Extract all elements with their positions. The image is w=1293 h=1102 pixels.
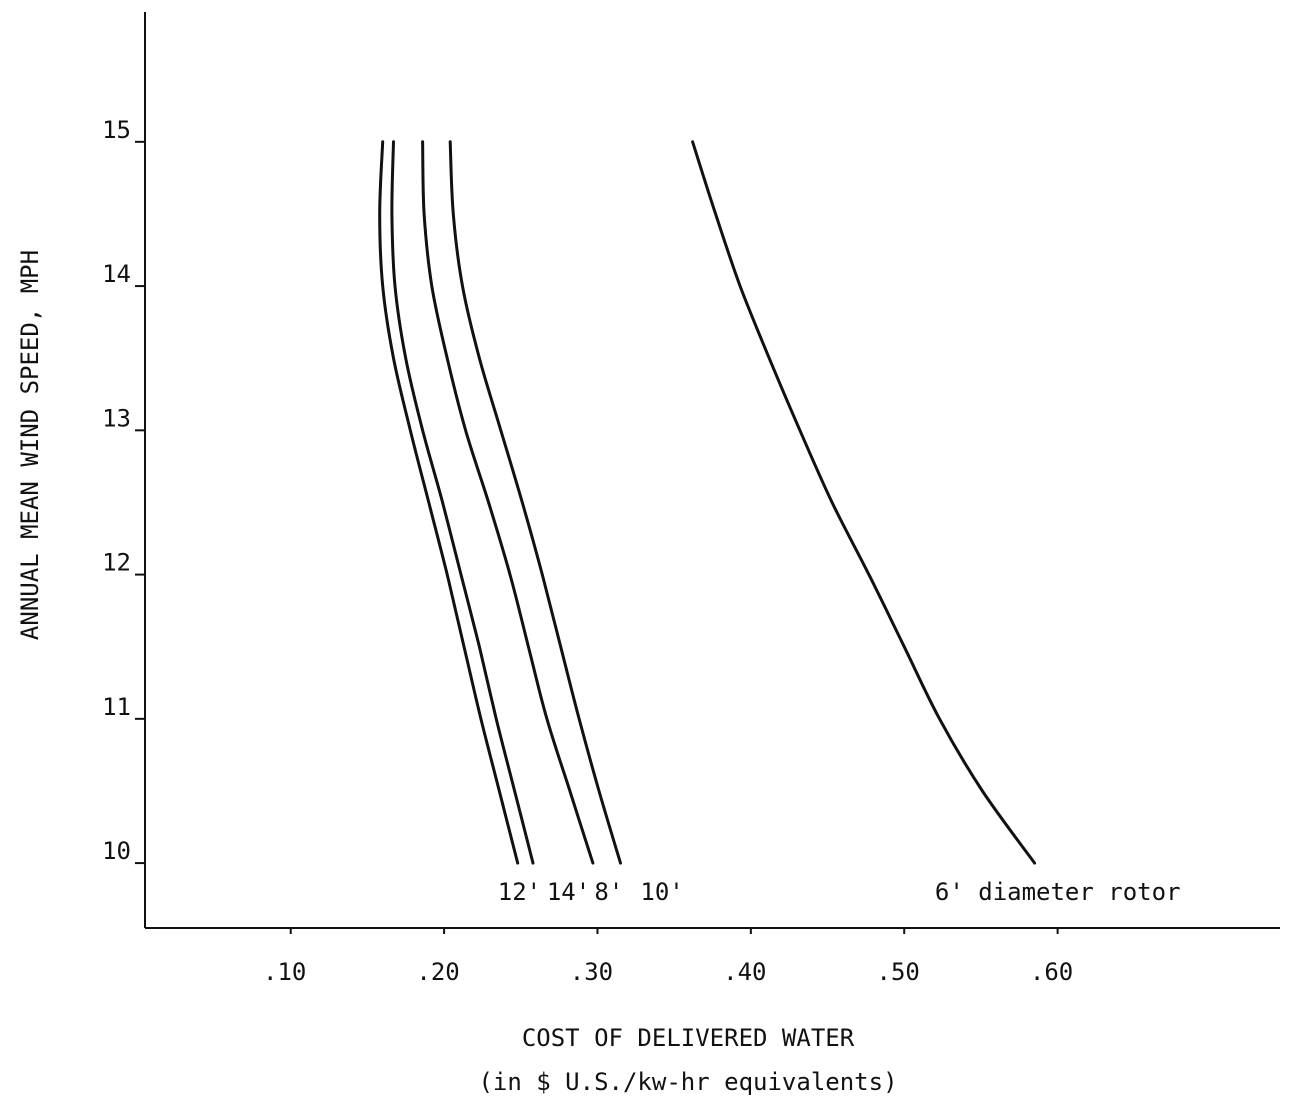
y-tick-label: 12 (102, 549, 131, 577)
x-axis-label: COST OF DELIVERED WATER (522, 1024, 855, 1052)
y-tick-label: 15 (102, 116, 131, 144)
ticks: .10 .20 .30 .40 .50 .60 10 11 12 13 14 15 (102, 116, 1073, 986)
y-tick-label: 10 (102, 837, 131, 865)
x-tick-label: .50 (877, 958, 920, 986)
y-tick-label: 13 (102, 404, 131, 432)
curves (378, 140, 1037, 865)
x-tick-label: .10 (263, 958, 306, 986)
x-tick-label: .30 (570, 958, 613, 986)
series-line-1 (390, 140, 535, 865)
axes (144, 12, 1280, 929)
series-line-4 (691, 140, 1037, 865)
series-line-2 (421, 140, 595, 865)
series-labels: 12' 14' 8' 10' 6' diameter rotor (498, 878, 1181, 906)
series-label: 12' (498, 878, 541, 906)
series-label: 8' (594, 878, 623, 906)
series-label: 6' diameter rotor (935, 878, 1181, 906)
y-tick-label: 11 (102, 693, 131, 721)
series-line-3 (448, 140, 622, 865)
y-tick-label: 14 (102, 260, 131, 288)
y-axis-label: ANNUAL MEAN WIND SPEED, MPH (16, 250, 44, 640)
series-label: 10' (640, 878, 683, 906)
x-tick-label: .20 (416, 958, 459, 986)
x-axis-sublabel: (in $ U.S./kw-hr equivalents) (478, 1068, 897, 1096)
x-tick-label: .60 (1030, 958, 1073, 986)
series-line-0 (378, 140, 520, 865)
x-tick-label: .40 (723, 958, 766, 986)
series-label: 14' (547, 878, 590, 906)
